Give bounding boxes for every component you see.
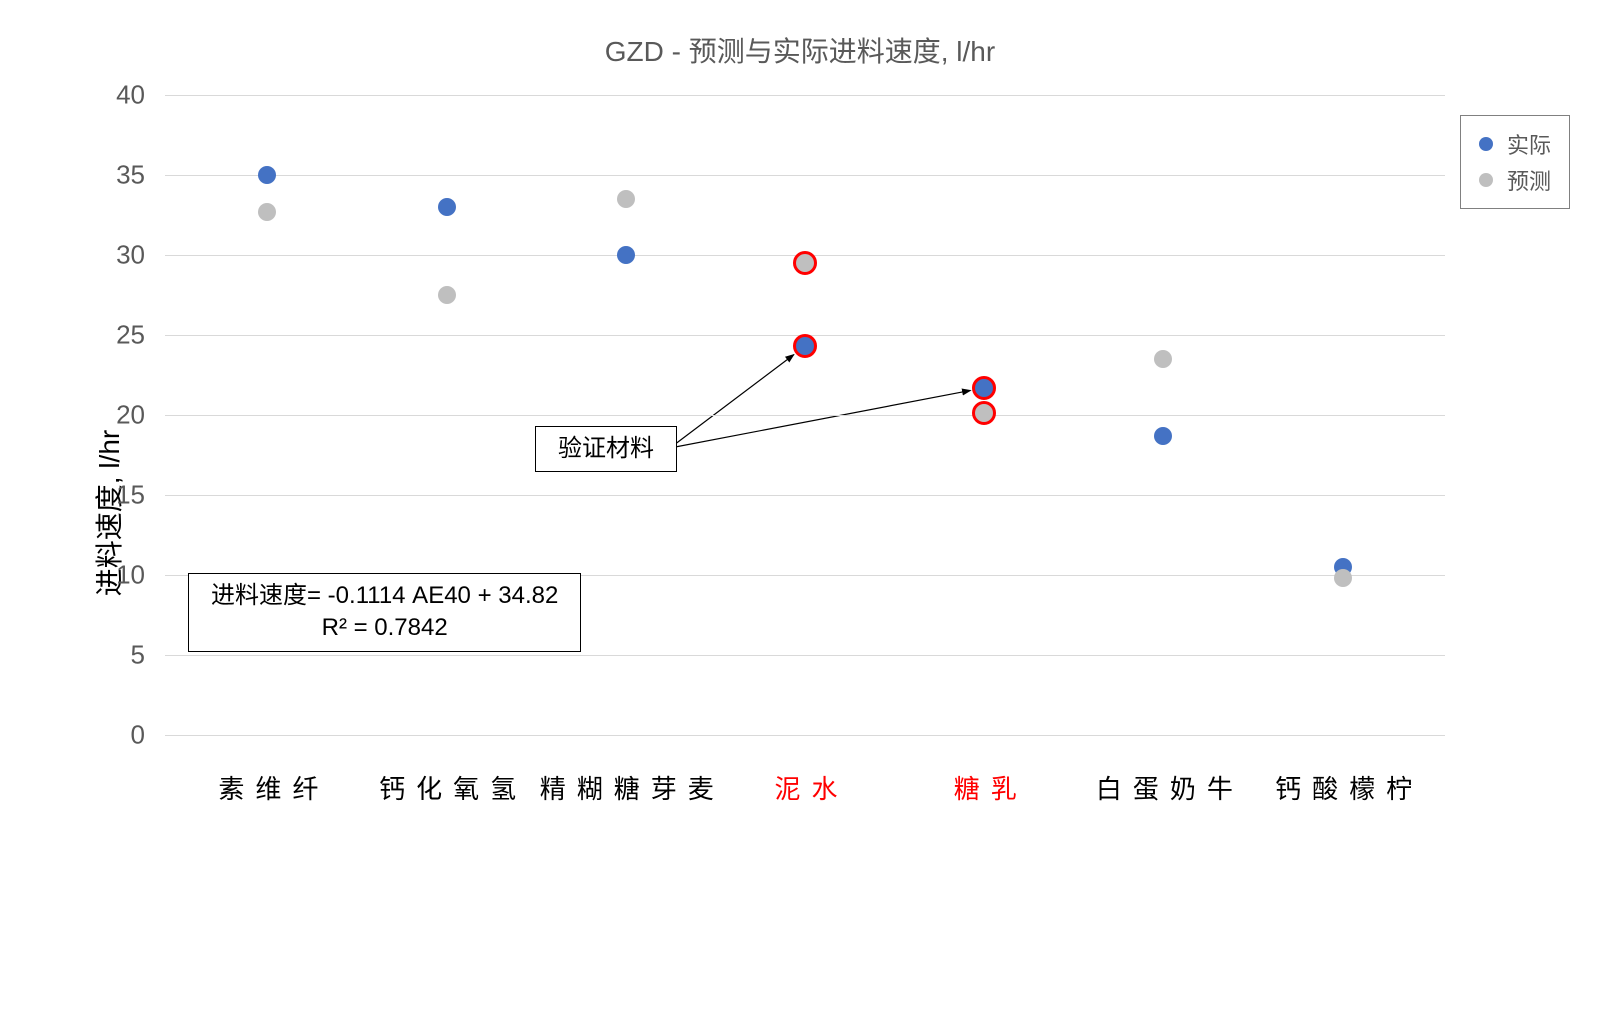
gridline — [165, 735, 1445, 736]
data-marker — [793, 251, 817, 275]
y-tick-label: 35 — [116, 160, 145, 191]
data-marker — [617, 190, 635, 208]
y-tick-label: 5 — [131, 640, 145, 671]
x-tick-label: 水泥 — [768, 775, 842, 803]
data-marker — [617, 246, 635, 264]
equation-annotation: 进料速度= -0.1114 AE40 + 34.82 R² = 0.7842 — [188, 573, 581, 652]
data-marker — [793, 334, 817, 358]
gridline — [165, 495, 1445, 496]
gridline — [165, 175, 1445, 176]
legend-swatch-icon — [1479, 173, 1493, 187]
legend-swatch-icon — [1479, 137, 1493, 151]
validation-annotation: 验证材料 — [535, 426, 677, 472]
legend-item-actual: 实际 — [1479, 126, 1551, 162]
y-tick-label: 20 — [116, 400, 145, 431]
legend: 实际 预测 — [1460, 115, 1570, 209]
y-tick-label: 0 — [131, 720, 145, 751]
data-marker — [438, 198, 456, 216]
y-tick-label: 25 — [116, 320, 145, 351]
chart-title: GZD - 预测与实际进料速度, l/hr — [0, 30, 1600, 70]
gridline — [165, 415, 1445, 416]
y-tick-label: 15 — [116, 480, 145, 511]
x-tick-label: 乳糖 — [947, 775, 1021, 803]
legend-label: 实际 — [1507, 128, 1551, 160]
x-tick-label: 纤维素 — [212, 775, 323, 803]
equation-line2: R² = 0.7842 — [211, 612, 558, 644]
gridline — [165, 655, 1445, 656]
x-tick-label: 牛奶蛋白 — [1089, 775, 1237, 803]
legend-item-predicted: 预测 — [1479, 162, 1551, 198]
x-tick-label: 麦芽糖糊精 — [533, 775, 718, 803]
y-tick-label: 10 — [116, 560, 145, 591]
x-tick-label: 柠檬酸钙 — [1269, 775, 1417, 803]
y-tick-label: 30 — [116, 240, 145, 271]
validation-label: 验证材料 — [558, 435, 654, 462]
data-marker — [1154, 427, 1172, 445]
data-marker — [1334, 569, 1352, 587]
chart-container: GZD - 预测与实际进料速度, l/hr 进料速度, l/hr 0510152… — [0, 0, 1600, 1026]
data-marker — [438, 286, 456, 304]
x-tick-label: 氢氧化钙 — [373, 775, 521, 803]
gridline — [165, 95, 1445, 96]
data-marker — [972, 376, 996, 400]
data-marker — [258, 166, 276, 184]
y-tick-label: 40 — [116, 80, 145, 111]
legend-label: 预测 — [1507, 164, 1551, 196]
equation-line1: 进料速度= -0.1114 AE40 + 34.82 — [211, 580, 558, 612]
data-marker — [258, 203, 276, 221]
data-marker — [1154, 350, 1172, 368]
data-marker — [972, 401, 996, 425]
